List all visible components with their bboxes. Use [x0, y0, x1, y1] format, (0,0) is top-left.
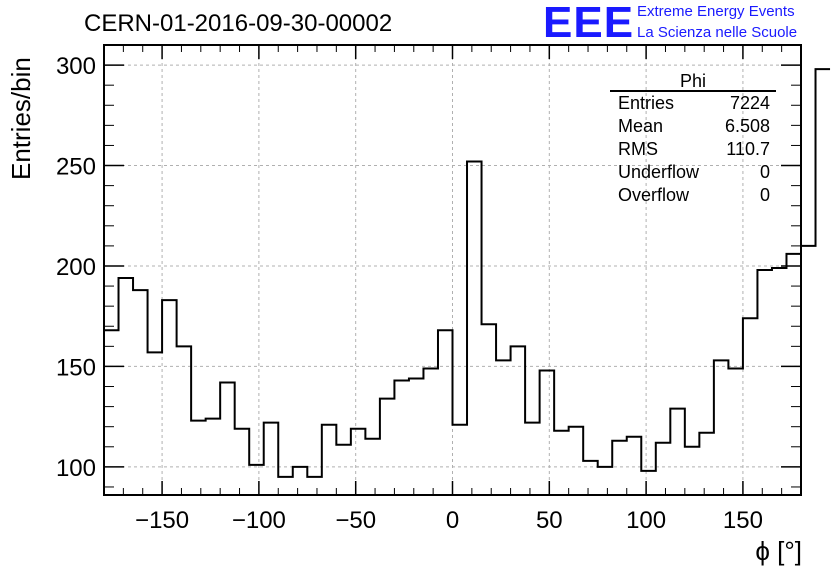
histogram-bin — [438, 330, 453, 495]
histogram-bin — [627, 437, 642, 495]
histogram-bin — [569, 427, 584, 495]
stats-box: Phi Entries 7224 Mean 6.508 RMS 110.7 Un… — [610, 72, 776, 207]
x-tick-label: 150 — [723, 507, 763, 534]
histogram-bin — [656, 443, 671, 495]
histogram-bin — [583, 461, 598, 495]
y-tick-label: 200 — [56, 254, 96, 281]
stats-row-rms: RMS 110.7 — [610, 138, 776, 161]
histogram-bin — [322, 425, 337, 495]
histogram-bin — [670, 409, 685, 495]
histogram-bin — [685, 447, 700, 495]
stats-label: RMS — [618, 139, 658, 159]
histogram-bin — [278, 477, 293, 495]
histogram-bin — [148, 352, 163, 495]
stats-title: Phi — [610, 72, 776, 92]
x-tick-label: −100 — [232, 507, 286, 534]
histogram-bin — [423, 368, 438, 495]
histogram-bin — [264, 423, 279, 495]
histogram-bin — [772, 268, 787, 495]
stats-label: Overflow — [618, 185, 690, 205]
histogram-bin — [365, 439, 380, 495]
histogram-bin — [293, 467, 308, 495]
histogram-bin — [728, 368, 743, 495]
histogram-bin — [598, 467, 613, 495]
histogram-bin — [380, 399, 395, 495]
y-tick-label: 150 — [56, 354, 96, 381]
histogram-bin — [351, 429, 366, 495]
histogram-bin — [133, 290, 148, 495]
stats-row-overflow: Overflow 0 — [610, 184, 776, 207]
logo-caption-line1: Extreme Energy Events — [637, 3, 795, 20]
grid-lines — [104, 45, 801, 495]
stats-row-mean: Mean 6.508 — [610, 115, 776, 138]
stats-label: Mean — [618, 116, 664, 136]
histogram-bin — [496, 360, 511, 495]
histogram-bin — [801, 246, 816, 495]
stats-label: Entries — [618, 93, 675, 113]
y-tick-label: 100 — [56, 455, 96, 482]
x-tick-label: −150 — [135, 507, 189, 534]
stats-value: 6.508 — [724, 116, 770, 136]
stats-value: 110.7 — [726, 139, 770, 159]
histogram-bin — [409, 378, 424, 495]
histogram-bin — [307, 477, 322, 495]
histogram-bin — [743, 318, 758, 495]
histogram-bin — [525, 423, 540, 495]
histogram-bin — [249, 465, 264, 495]
histogram-bin — [394, 380, 409, 495]
logo-caption-line2: La Scienza nelle Scuole — [637, 24, 798, 41]
histogram-bin — [467, 162, 482, 495]
histogram-bin — [816, 69, 831, 495]
eee-logo: EEE — [543, 0, 635, 47]
stats-value: 7224 — [729, 93, 770, 113]
x-tick-label: 100 — [626, 507, 666, 534]
histogram-bin — [540, 370, 555, 495]
histogram-bin — [235, 429, 250, 495]
histogram-bin — [641, 471, 656, 495]
y-axis-label: Entries/bin — [6, 57, 36, 180]
stats-row-entries: Entries 7224 — [610, 92, 776, 115]
stats-value: 0 — [759, 162, 770, 182]
run-title: CERN-01-2016-09-30-00002 — [84, 10, 393, 37]
histogram-bin — [554, 431, 569, 495]
x-tick-label: 0 — [446, 507, 459, 534]
histogram-bin — [220, 383, 235, 496]
histogram-bin — [104, 330, 119, 495]
x-tick-label: −50 — [335, 507, 376, 534]
histogram-bin — [786, 254, 801, 495]
stats-row-underflow: Underflow 0 — [610, 161, 776, 184]
histogram-bin — [757, 270, 772, 495]
histogram-bin — [119, 278, 134, 495]
stats-value: 0 — [759, 185, 770, 205]
histogram-bin — [162, 300, 177, 495]
x-tick-label: 50 — [536, 507, 563, 534]
histogram-bin — [714, 360, 729, 495]
histogram-bin — [699, 433, 714, 495]
histogram-outline — [104, 68, 831, 478]
histogram-bin — [453, 425, 468, 495]
x-axis-label: ϕ [°] — [755, 536, 802, 566]
histogram-bin — [612, 441, 627, 495]
tick-labels: −150 −100 −50 0 50 100 150 100 150 200 250 300 — [56, 53, 763, 534]
y-tick-label: 300 — [56, 53, 96, 80]
histogram-bin — [191, 421, 206, 495]
histogram-bin — [177, 346, 192, 495]
histogram-bin — [482, 324, 497, 495]
axis-ticks — [104, 44, 801, 495]
y-tick-label: 250 — [56, 154, 96, 181]
histogram-bin — [511, 346, 526, 495]
histogram-bin — [206, 419, 221, 495]
stats-label: Underflow — [618, 162, 700, 182]
histogram-bin — [336, 445, 351, 495]
